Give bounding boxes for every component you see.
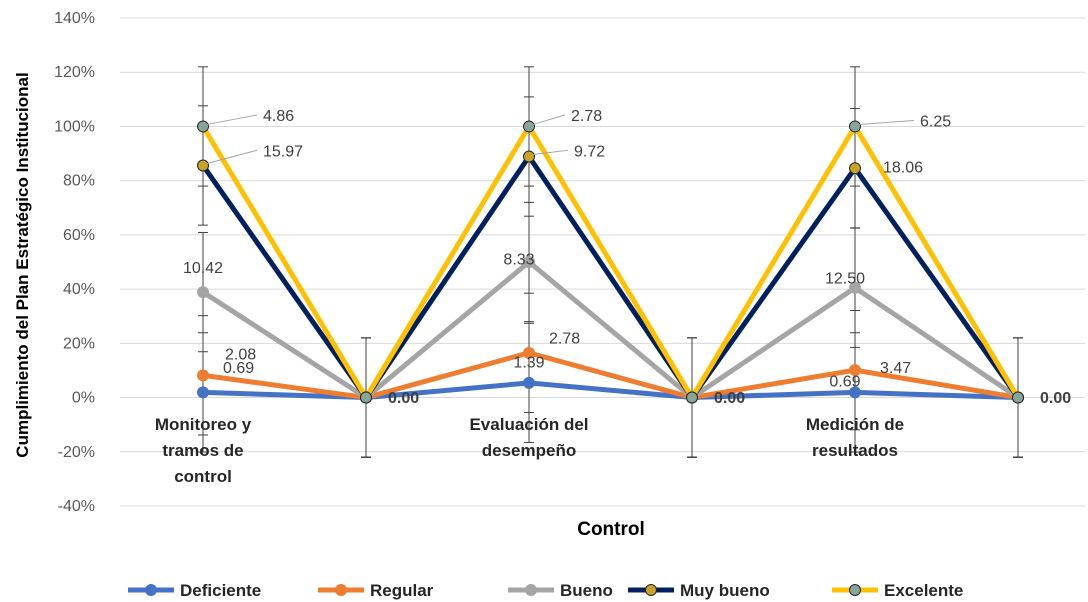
data-point [849,386,861,399]
series-line [201,258,1020,401]
legend-label: Regular [370,581,434,600]
data-point [197,386,209,399]
y-tick-label: 20% [63,335,95,352]
series-line [200,121,1021,403]
data-point [849,120,861,133]
y-tick-label: -20% [58,444,95,461]
data-point [197,286,209,299]
data-label: 0.00 [1040,390,1071,407]
data-point [1012,391,1024,404]
series-line [202,380,1019,401]
data-label: 8.33 [503,252,534,269]
category-label: Monitoreo y [155,415,252,434]
legend-item: Muy bueno [628,581,770,600]
category-label: control [174,467,232,486]
data-point [849,281,861,294]
series-lines [200,121,1021,403]
leader-line [206,149,258,164]
data-point [849,364,861,377]
category-label: desempeño [482,441,576,460]
series-line [200,152,1021,402]
series-line [202,350,1019,401]
legend-item: Excelente [832,581,963,600]
y-tick-label: 80% [63,173,95,190]
leader-line [206,114,258,125]
legend-marker [145,584,157,596]
data-label: 2.78 [549,330,580,347]
y-tick-label: 120% [54,64,95,81]
leader-line [532,114,566,125]
data-label: 2.08 [225,347,256,364]
legend-item: Bueno [508,581,613,600]
x-axis-title: Control [577,519,645,540]
label-leader-lines [206,114,915,164]
data-point [849,162,861,175]
data-point [686,391,698,404]
category-label: Evaluación del [469,415,588,434]
data-labels: 4.8615.9710.422.080.692.789.728.332.781.… [183,108,1071,407]
y-tick-label: 100% [54,118,95,135]
legend-marker [849,584,861,596]
y-tick-label: 40% [63,281,95,298]
data-label: 0.00 [388,390,419,407]
data-point [197,120,209,133]
data-label: 6.25 [920,113,951,130]
data-label: 0.69 [829,374,860,391]
data-label: 0.69 [223,360,254,377]
data-label: 18.06 [883,160,923,177]
legend-marker [335,584,347,596]
legend-label: Excelente [884,581,963,600]
leader-line [532,149,569,156]
data-label: 15.97 [263,143,303,160]
legend-marker [645,584,657,596]
legend-label: Muy bueno [680,581,770,600]
data-label: 9.72 [574,143,605,160]
series-markers [197,120,1024,404]
data-label: 4.86 [263,108,294,125]
y-tick-label: 140% [54,10,95,27]
data-label: 10.42 [183,260,223,277]
data-label: 2.78 [571,108,602,125]
legend-item: Deficiente [128,581,261,600]
data-point [523,376,535,389]
legend-marker [525,584,537,596]
category-label: Medición de [806,415,904,434]
legend: Deficiente Regular Bueno Muy bueno Excelente [128,581,963,600]
data-label: 12.50 [825,271,865,288]
data-label: 1.39 [513,355,544,372]
data-point [197,369,209,382]
data-point [523,256,535,268]
y-tick-label: 0% [72,390,95,407]
data-point [197,159,209,172]
y-tick-label: 60% [63,227,95,244]
y-axis-title: Cumplimiento del Plan Estratégico Instit… [13,72,32,457]
data-point [523,150,535,163]
legend-item: Regular [318,581,434,600]
category-label: tramos de [162,441,243,460]
data-point [360,391,372,404]
data-point [523,120,535,133]
leader-line [858,119,915,125]
category-label: resultados [812,441,898,460]
category-labels: Monitoreo y tramos de control Evaluación de… [155,415,904,486]
data-point [523,346,535,359]
data-label: 3.47 [880,360,911,377]
legend-label: Bueno [560,581,613,600]
y-tick-labels: -40% -20% 0% 20% 40% 60% 80% 100% 120% 140% [54,10,95,515]
legend-label: Deficiente [180,581,261,600]
data-label: 0.00 [714,390,745,407]
y-tick-label: -40% [58,498,95,515]
